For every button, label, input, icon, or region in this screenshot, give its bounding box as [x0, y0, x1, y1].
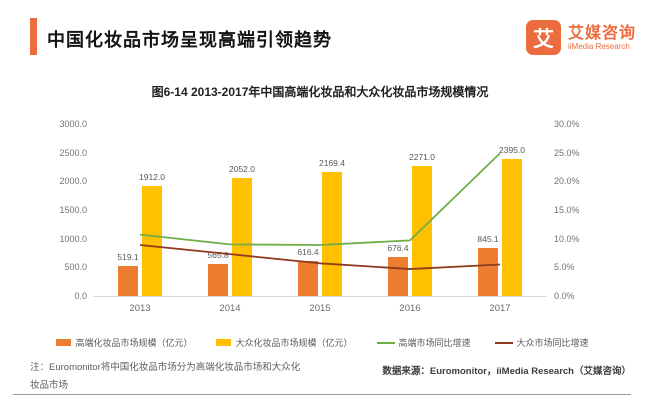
bottom-divider: [13, 394, 631, 395]
y-axis-right-tick-label: 20.0%: [554, 176, 580, 187]
legend-label: 大众化妆品市场规模（亿元）: [235, 338, 353, 348]
bar-value-label: 845.1: [477, 233, 499, 244]
y-axis-left-tick-label: 2500.0: [59, 147, 87, 158]
header-accent-bar: [30, 18, 37, 55]
y-axis-right-tick-label: 10.0%: [554, 233, 580, 244]
x-axis-category-label: 2014: [219, 303, 241, 314]
chart-legend: 高端化妆品市场规模（亿元） 大众化妆品市场规模（亿元） 高端市场同比增速 大众市场同比…: [0, 336, 645, 349]
bar-mass-2016: [412, 165, 432, 296]
legend-item: 大众化妆品市场规模（亿元）: [216, 336, 353, 349]
y-axis-right-tick-label: 0.0%: [554, 291, 575, 301]
y-axis-left-tick-label: 0.0: [74, 291, 87, 301]
bar-value-label: 565.8: [207, 249, 229, 260]
legend-item: 大众市场同比增速: [494, 336, 589, 349]
legend-marker-bar: [56, 339, 72, 346]
footnote: 注：Euromonitor将中国化妆品市场分为高端化妆品市场和大众化妆品市场: [30, 362, 301, 391]
y-axis-right-tick-label: 25.0%: [554, 147, 580, 158]
page-title: 中国化妆品市场呈现高端引领趋势: [47, 30, 332, 50]
bar-value-label: 2395.0: [499, 144, 525, 155]
y-axis-left-tick-label: 2000.0: [59, 176, 87, 187]
line-mass-growth: [139, 244, 501, 270]
y-axis-left-tick-label: 500.0: [64, 262, 87, 273]
y-axis-left-tick-label: 1500.0: [59, 205, 87, 215]
bar-mass-2013: [142, 186, 162, 296]
x-axis-category-label: 2017: [489, 303, 511, 314]
growth-line-layer: [139, 152, 501, 270]
brand-name-en: iiMedia Research: [568, 41, 630, 51]
legend-item: 高端化妆品市场规模（亿元）: [56, 336, 192, 349]
bar-value-label: 1912.0: [139, 172, 165, 183]
legend-label: 高端化妆品市场规模（亿元）: [75, 338, 193, 348]
iimedia-logo-icon: 艾: [526, 20, 561, 55]
legend-marker-line: [376, 341, 395, 344]
legend-marker-line: [494, 341, 513, 344]
bar-mass-2014: [232, 178, 252, 296]
bar-mass-2017: [502, 158, 522, 296]
bar-highend-2013: [118, 266, 138, 296]
y-axis-right-tick-label: 30.0%: [554, 119, 580, 129]
brand-logo: 艾 艾媒咨询 iiMedia Research: [526, 20, 636, 55]
legend-item: 高端市场同比增速: [376, 336, 471, 349]
bar-highend-2016: [388, 257, 408, 296]
x-axis-category-label: 2015: [309, 303, 331, 314]
x-axis-line: [93, 296, 547, 297]
legend-label: 高端市场同比增速: [398, 338, 471, 348]
bar-value-label: 519.1: [117, 252, 139, 263]
legend-marker-bar: [216, 339, 232, 346]
bar-highend-2014: [208, 263, 228, 296]
y-axis-right-tick-label: 15.0%: [554, 205, 580, 215]
bar-value-label: 2169.4: [319, 157, 345, 168]
x-axis-category-label: 2013: [129, 303, 151, 314]
legend-label: 大众市场同比增速: [516, 338, 589, 348]
y-axis-left-tick-label: 1000.0: [59, 233, 87, 244]
y-axis-left-tick-label: 3000.0: [59, 119, 87, 129]
bar-value-label: 616.4: [297, 246, 319, 257]
bar-value-label: 676.4: [387, 243, 409, 254]
data-source: 数据来源：Euromonitor，iiMedia Research（艾媒咨询）: [382, 366, 631, 377]
chart-title: 图6-14 2013-2017年中国高端化妆品和大众化妆品市场规模情况: [151, 85, 489, 99]
y-axis-right-tick-label: 5.0%: [554, 262, 575, 273]
brand-name-cn: 艾媒咨询: [568, 24, 637, 42]
bar-highend-2015: [298, 260, 318, 296]
x-axis-category-label: 2016: [399, 303, 421, 314]
bar-value-label: 2271.0: [409, 151, 435, 162]
line-highend-growth: [139, 152, 501, 246]
bar-highend-2017: [478, 247, 498, 296]
brand-name: 艾媒咨询 iiMedia Research: [568, 25, 636, 51]
bar-value-label: 2052.0: [229, 164, 255, 175]
